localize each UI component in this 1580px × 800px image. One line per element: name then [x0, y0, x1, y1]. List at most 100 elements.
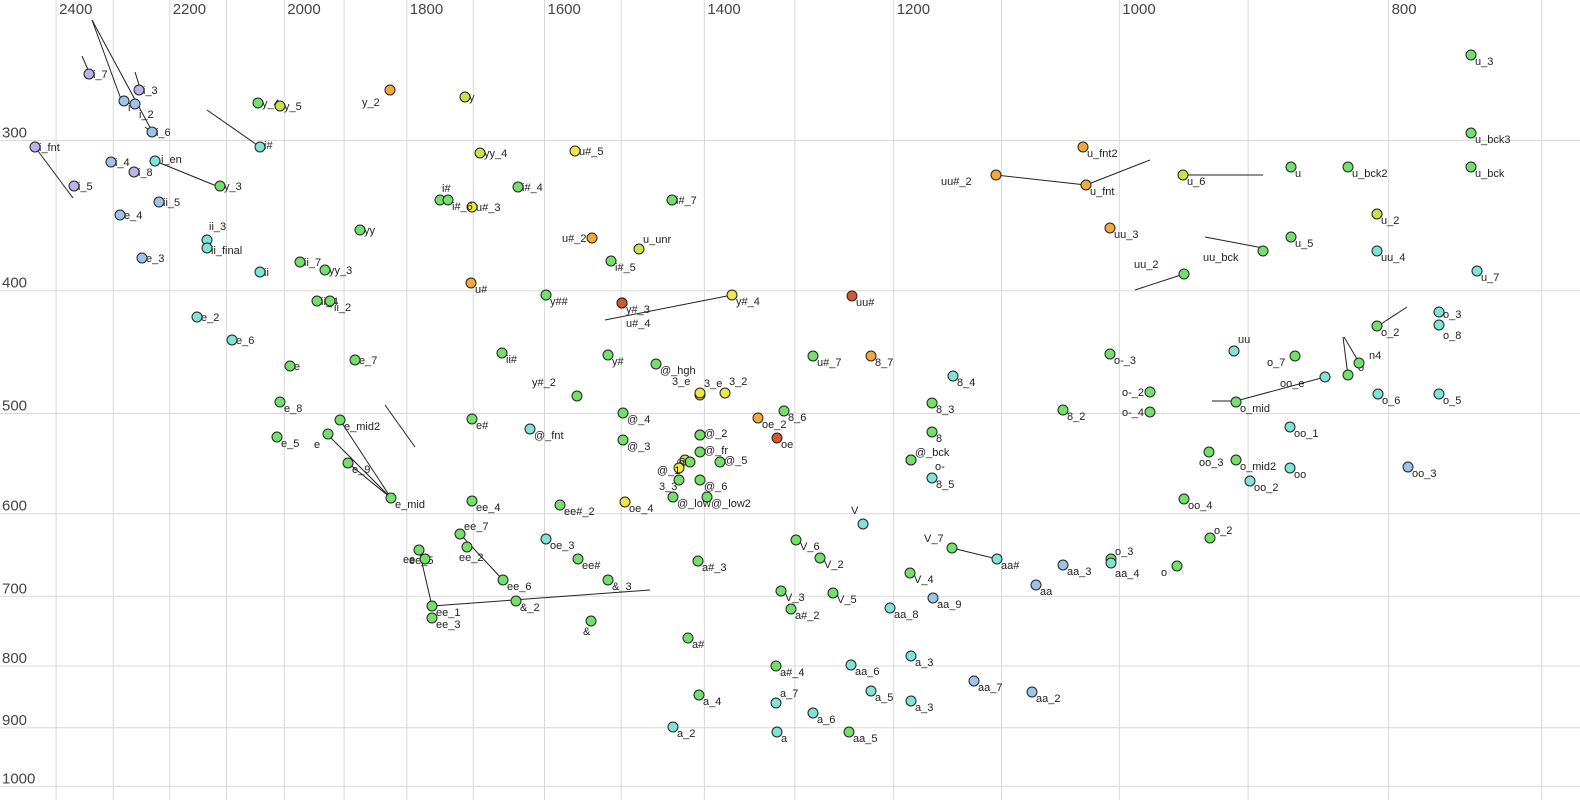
- svg-text:ii_3: ii_3: [209, 221, 226, 233]
- svg-text:ii: ii: [264, 267, 269, 279]
- svg-text:V_4: V_4: [914, 574, 934, 586]
- svg-text:a_4: a_4: [703, 696, 721, 708]
- svg-text:1800: 1800: [410, 1, 443, 18]
- svg-text:3_3: 3_3: [659, 481, 677, 493]
- svg-text:i#_7: i#_7: [676, 195, 697, 207]
- svg-text:o_3: o_3: [1115, 546, 1133, 558]
- svg-text:i#_6: i#_6: [452, 201, 473, 213]
- svg-text:i_5: i_5: [78, 181, 93, 193]
- svg-text:e_5: e_5: [281, 438, 299, 450]
- svg-text:a#_3: a#_3: [702, 562, 726, 574]
- svg-text:aa_2: aa_2: [1036, 693, 1060, 705]
- svg-text:aa_4: aa_4: [1115, 568, 1139, 580]
- svg-text:oo: oo: [1294, 469, 1306, 481]
- svg-text:ee_3: ee_3: [436, 619, 460, 631]
- svg-text:@_bck: @_bck: [915, 447, 950, 459]
- svg-text:y_2: y_2: [362, 97, 380, 109]
- svg-text:e_2: e_2: [201, 312, 219, 324]
- svg-text:@_fnt: @_fnt: [534, 430, 564, 442]
- svg-text:8: 8: [936, 433, 942, 445]
- svg-text:&: &: [583, 626, 591, 638]
- svg-text:oe: oe: [781, 439, 793, 451]
- svg-text:8_2: 8_2: [1067, 411, 1085, 423]
- svg-text:600: 600: [2, 498, 27, 515]
- svg-text:yy: yy: [364, 225, 376, 237]
- svg-text:8_7: 8_7: [875, 357, 893, 369]
- svg-text:aa_8: aa_8: [894, 609, 918, 621]
- svg-text:a_7: a_7: [780, 688, 798, 700]
- svg-text:ii_5: ii_5: [163, 197, 180, 209]
- svg-text:ee_2: ee_2: [459, 552, 483, 564]
- svg-text:e_6: e_6: [236, 335, 254, 347]
- svg-text:u: u: [1295, 168, 1301, 180]
- svg-text:y_3: y_3: [224, 181, 242, 193]
- svg-text:400: 400: [2, 275, 27, 292]
- svg-text:y: y: [469, 92, 475, 104]
- svg-text:oo_3: oo_3: [1199, 457, 1223, 469]
- svg-text:ii_7: ii_7: [304, 257, 321, 269]
- svg-text:aa#: aa#: [1001, 560, 1020, 572]
- svg-text:3_e: 3_e: [704, 378, 722, 390]
- svg-text:e_mid: e_mid: [395, 499, 425, 511]
- svg-text:@_3: @_3: [627, 441, 650, 453]
- svg-text:u#: u#: [475, 284, 488, 296]
- svg-text:e: e: [314, 439, 320, 451]
- svg-text:ee#_2: ee#_2: [564, 506, 595, 518]
- svg-text:ii#: ii#: [506, 354, 518, 366]
- svg-text:o_mid2: o_mid2: [1240, 461, 1276, 473]
- svg-text:y#: y#: [612, 356, 625, 368]
- svg-text:900: 900: [2, 712, 27, 729]
- svg-text:aa_3: aa_3: [1067, 566, 1091, 578]
- svg-text:ee: ee: [403, 554, 415, 566]
- svg-text:1000: 1000: [2, 770, 35, 787]
- svg-text:700: 700: [2, 580, 27, 597]
- svg-text:oe_3: oe_3: [550, 540, 574, 552]
- svg-text:a: a: [781, 733, 788, 745]
- svg-text:o-: o-: [935, 461, 945, 473]
- svg-text:@_low2: @_low2: [711, 498, 751, 510]
- svg-text:i_3: i_3: [143, 85, 158, 97]
- svg-text:o_5: o_5: [1443, 395, 1461, 407]
- svg-text:i#: i#: [442, 183, 451, 195]
- svg-text:2400: 2400: [59, 1, 92, 18]
- svg-text:2000: 2000: [287, 1, 320, 18]
- svg-text:o-_3: o-_3: [1114, 355, 1136, 367]
- svg-text:u_bck: u_bck: [1475, 168, 1505, 180]
- svg-text:1600: 1600: [548, 1, 581, 18]
- svg-text:@_6: @_6: [704, 481, 727, 493]
- svg-text:u_unr: u_unr: [643, 234, 671, 246]
- svg-text:y##: y##: [550, 296, 569, 308]
- svg-text:i#: i#: [264, 140, 273, 152]
- svg-text:e_9: e_9: [352, 464, 370, 476]
- svg-text:500: 500: [2, 398, 27, 415]
- svg-text:i#_5: i#_5: [615, 262, 636, 274]
- svg-text:o_mid: o_mid: [1240, 403, 1270, 415]
- svg-text:o_2: o_2: [1381, 327, 1399, 339]
- svg-text:uu: uu: [1238, 334, 1250, 346]
- svg-text:e_4: e_4: [124, 210, 142, 222]
- svg-text:e: e: [294, 361, 300, 373]
- svg-text:i_7: i_7: [93, 69, 108, 81]
- svg-text:ii_final: ii_final: [211, 245, 242, 257]
- svg-text:V_2: V_2: [824, 559, 844, 571]
- svg-text:800: 800: [1392, 1, 1417, 18]
- svg-text:yy_3: yy_3: [329, 265, 352, 277]
- svg-text:e#: e#: [476, 420, 489, 432]
- svg-text:oo_2: oo_2: [1254, 482, 1278, 494]
- svg-text:a#: a#: [692, 639, 705, 651]
- svg-text:@_5: @_5: [724, 455, 747, 467]
- svg-text:&_3: &_3: [612, 581, 632, 593]
- svg-text:u_bck2: u_bck2: [1352, 168, 1387, 180]
- svg-text:oo_1: oo_1: [1294, 428, 1318, 440]
- svg-text:oo_e: oo_e: [1280, 378, 1304, 390]
- svg-text:i_8: i_8: [138, 167, 153, 179]
- svg-text:800: 800: [2, 650, 27, 667]
- svg-text:8_3: 8_3: [936, 404, 954, 416]
- svg-text:u#_2: u#_2: [562, 233, 586, 245]
- svg-text:o-_4: o-_4: [1122, 407, 1144, 419]
- svg-text:1200: 1200: [897, 1, 930, 18]
- svg-text:3_2: 3_2: [729, 376, 747, 388]
- svg-text:ee_4: ee_4: [476, 502, 500, 514]
- svg-text:8_4: 8_4: [957, 377, 975, 389]
- svg-text:a_3: a_3: [915, 657, 933, 669]
